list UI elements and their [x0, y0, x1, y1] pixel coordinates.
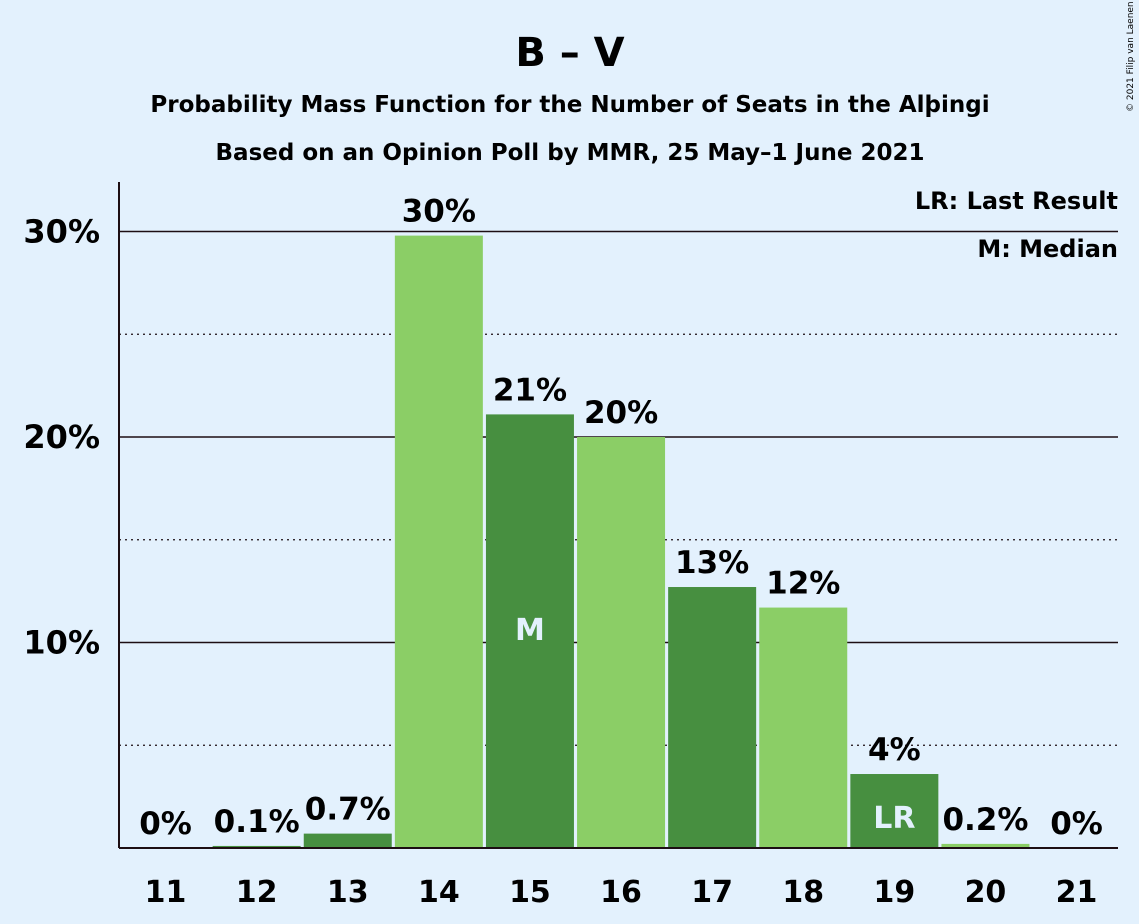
bar-seat-17 — [668, 587, 757, 848]
chart-subtitle-1: Probability Mass Function for the Number… — [150, 92, 989, 118]
y-tick-label: 30% — [23, 213, 100, 251]
data-label-seat-11: 0% — [139, 806, 192, 842]
legend-last-result: LR: Last Result — [915, 187, 1118, 215]
y-axis: 10% 20% 30% — [23, 182, 120, 848]
x-tick-label: 18 — [782, 875, 824, 910]
x-tick-label: 19 — [873, 875, 915, 910]
data-label-seat-13: 0.7% — [305, 792, 391, 828]
data-label-seat-20: 0.2% — [942, 802, 1028, 838]
x-tick-label: 12 — [236, 875, 278, 910]
bar-seat-18 — [759, 607, 848, 848]
x-tick-label: 21 — [1056, 875, 1098, 910]
y-tick-label: 10% — [23, 624, 100, 662]
bar-seat-15 — [485, 414, 574, 848]
last-result-marker: LR — [873, 801, 915, 836]
chart-title: B – V — [515, 30, 624, 76]
data-label-seat-21: 0% — [1050, 806, 1103, 842]
data-label-seat-17: 13% — [675, 545, 749, 581]
x-tick-label: 15 — [509, 875, 551, 910]
data-labels: 0% 0.1% 0.7% 30% 21% M 20% 13% 12% 4% LR 0.2% 0% — [139, 194, 1103, 842]
y-tick-label: 20% — [23, 418, 100, 456]
x-tick-label: 16 — [600, 875, 642, 910]
x-tick-label: 11 — [145, 875, 187, 910]
chart-subtitle-2: Based on an Opinion Poll by MMR, 25 May–… — [216, 140, 925, 166]
x-tick-label: 14 — [418, 875, 460, 910]
bar-seat-14 — [394, 235, 483, 849]
data-label-seat-18: 12% — [766, 566, 840, 602]
x-tick-label: 13 — [327, 875, 369, 910]
data-label-seat-16: 20% — [584, 395, 658, 431]
copyright-note: © 2021 Filip van Laenen — [1126, 1, 1136, 112]
median-marker: M — [515, 613, 545, 648]
bar-seat-19 — [850, 774, 939, 848]
x-axis: 11 12 13 14 15 16 17 18 19 20 21 — [119, 847, 1118, 910]
bar-seat-13 — [303, 833, 392, 848]
bars — [212, 235, 1030, 849]
data-label-seat-15: 21% — [493, 372, 567, 408]
data-label-seat-14: 30% — [402, 194, 476, 230]
data-label-seat-12: 0.1% — [214, 804, 300, 840]
bar-seat-20 — [941, 843, 1030, 848]
x-tick-label: 17 — [691, 875, 733, 910]
x-tick-label: 20 — [965, 875, 1007, 910]
bar-seat-12 — [212, 845, 301, 848]
data-label-seat-19: 4% — [868, 732, 921, 768]
legend-median: M: Median — [977, 235, 1118, 263]
bar-seat-16 — [577, 437, 666, 848]
